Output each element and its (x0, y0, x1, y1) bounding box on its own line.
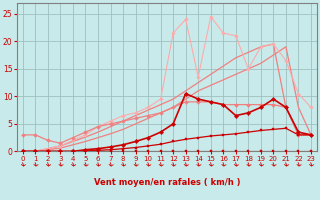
X-axis label: Vent moyen/en rafales ( km/h ): Vent moyen/en rafales ( km/h ) (94, 178, 240, 187)
